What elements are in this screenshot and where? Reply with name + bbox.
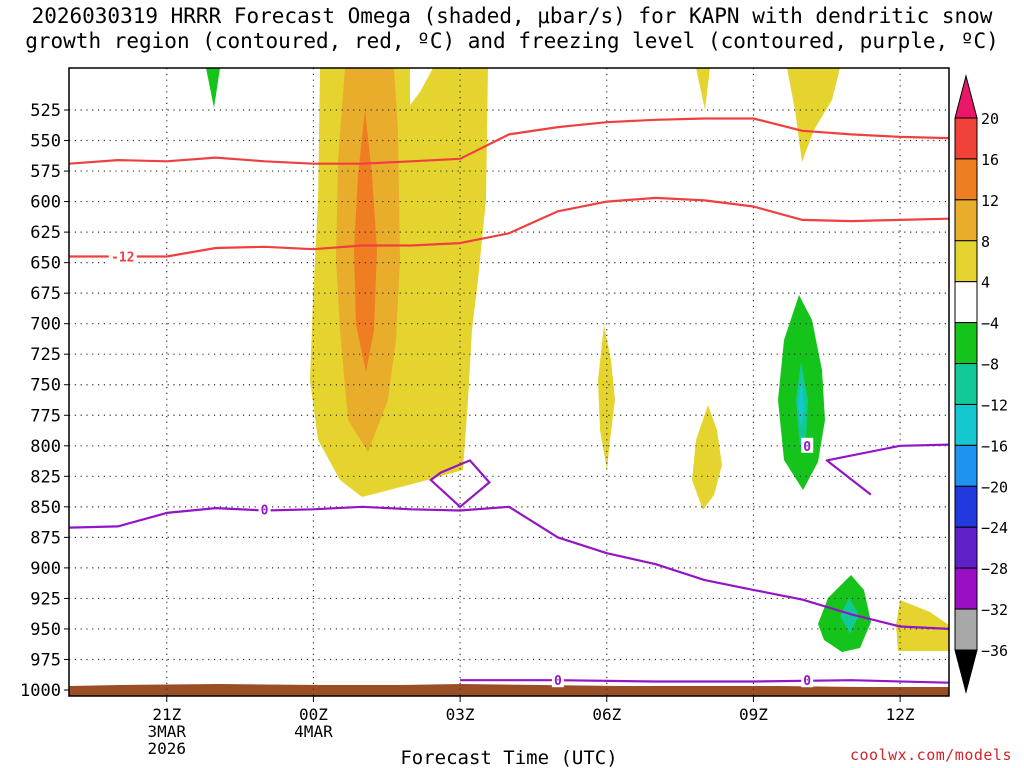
colorbar-segment [954,240,978,283]
y-tick-label: 675 [30,284,61,304]
contour-label-bg [801,437,814,453]
contour-label: 0 [803,440,811,455]
colorbar-segment [954,608,978,651]
y-tick-label: 925 [30,589,61,609]
contours: -12 0 0 0 0 [69,117,949,689]
colorbar-label: −24 [981,519,1008,537]
omega-region-4-streak1 [598,325,615,470]
omega-region-4 [310,68,488,497]
contour-label: 0 [261,503,269,518]
y-tick-label: 875 [30,528,61,548]
y-tick-label: 1000 [20,681,61,701]
y-tick-label: 775 [30,406,61,426]
colorbar-segment [954,485,978,528]
colorbar-segment [954,158,978,201]
x-tick-label: 09Z [739,705,768,724]
y-tick-label: 900 [30,559,61,579]
y-tick-label: 800 [30,437,61,457]
x-tick-date: 4MAR [294,722,333,741]
colorbar-segment [954,199,978,242]
colorbar-label: −28 [981,560,1008,578]
colorbar-label: 8 [981,233,990,251]
colorbar-arrow-top [954,74,978,119]
colorbar: 20 16 12 8 4 −4 −8 −12 −16 −20 −24 −28 −32 −36 [954,74,1008,694]
colorbar-label: 4 [981,274,990,292]
omega-region-4-top1 [696,68,710,110]
x-tick-label: 21Z [152,705,181,724]
omega-region-4-lower [896,600,949,651]
chart-title-line2: growth region (contoured, red, ºC) and f… [25,29,999,53]
colorbar-label: −20 [981,478,1008,496]
colorbar-label: −32 [981,601,1008,619]
colorbar-segment [954,403,978,446]
y-axis: 525 550 575 600 625 650 675 700 725 750 775 800 825 8… [20,101,69,701]
x-tick-date: 3MAR [148,722,187,741]
y-tick-label: 975 [30,650,61,670]
omega-region-4-top2 [787,68,840,162]
terrain [69,684,949,696]
omega-region-4-streak2 [692,405,722,510]
contour-label-bg [258,501,271,517]
y-tick-label: 575 [30,162,61,182]
y-tick-label: 600 [30,193,61,213]
omega-region-neg8-lower [840,598,859,634]
credit-text: coolwx.com/models [849,746,1012,764]
grid [69,68,949,696]
contour-line [69,505,949,630]
x-tick-label: 12Z [886,705,915,724]
contour-line [825,443,949,496]
colorbar-arrow-bottom [954,649,978,694]
colorbar-label: −16 [981,437,1008,455]
colorbar-label: −4 [981,315,999,333]
y-tick-label: 950 [30,620,61,640]
chart-title: 2026030319 HRRR Forecast Omega (shaded, … [0,4,1024,54]
colorbar-label: −12 [981,396,1008,414]
colorbar-segment [954,281,978,324]
colorbar-segment [954,526,978,569]
y-tick-label: 850 [30,498,61,518]
colorbar-segment [954,363,978,405]
contour-label: -12 [111,251,134,266]
x-axis-label: Forecast Time (UTC) [400,747,617,768]
y-tick-label: 750 [30,376,61,396]
omega-region-neg4-small [206,68,220,108]
colorbar-label: −8 [981,356,999,374]
contour-label: 0 [803,674,811,689]
x-tick-label: 03Z [446,705,475,724]
omega-region-12 [354,110,377,372]
contour-label: 0 [554,674,562,689]
plot-area: -12 0 0 0 0 525 550 575 600 625 650 675 700 725 750 77… [20,67,950,768]
plot-frame [68,67,950,697]
y-tick-label: 825 [30,467,61,487]
colorbar-label: 20 [981,110,999,128]
y-tick-label: 650 [30,254,61,274]
colorbar-label: 12 [981,192,999,210]
contour-label-bg [801,672,814,688]
y-tick-label: 625 [30,223,61,243]
x-tick-label: 00Z [299,705,328,724]
colorbar-segment [954,117,978,160]
y-tick-label: 700 [30,315,61,335]
contour-label-bg [108,248,137,264]
chart-title-line1: 2026030319 HRRR Forecast Omega (shaded, … [31,4,993,28]
contour-loop [429,459,491,509]
colorbar-segment [954,444,978,487]
colorbar-segment [954,567,978,610]
colorbar-label: 16 [981,151,999,169]
omega-region-neg12 [798,378,804,428]
y-tick-label: 725 [30,345,61,365]
contour-line [69,196,949,258]
colorbar-segment [954,322,978,365]
contour-label-bg [551,672,564,688]
contour-line [69,117,949,165]
contour-line [460,679,949,684]
y-tick-label: 525 [30,101,61,121]
y-tick-label: 550 [30,132,61,152]
x-tick-year: 2026 [148,739,187,758]
x-tick-label: 06Z [592,705,621,724]
colorbar-label: −36 [981,642,1008,660]
